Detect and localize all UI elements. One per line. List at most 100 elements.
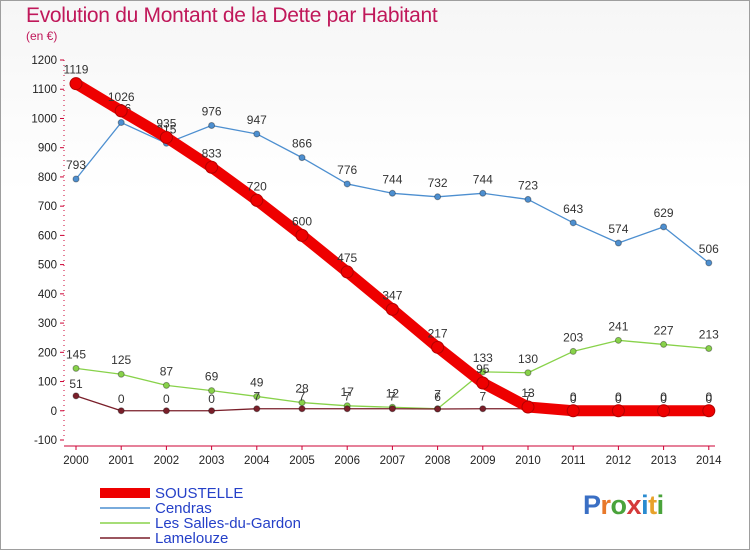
data-point <box>253 405 261 413</box>
y-tick-label: -100 <box>34 435 57 447</box>
chart-title: Evolution du Montant de la Dette par Hab… <box>26 4 438 27</box>
data-point <box>479 368 487 376</box>
data-label: 0 <box>208 392 215 406</box>
legend-label: Lamelouze <box>155 530 228 547</box>
data-label: 7 <box>253 390 260 404</box>
data-point <box>295 228 309 242</box>
x-tick-label: 2011 <box>561 455 586 467</box>
data-label: 69 <box>205 370 219 384</box>
data-point <box>117 370 125 378</box>
data-point <box>385 302 399 316</box>
data-point <box>660 340 668 348</box>
data-label: 133 <box>473 351 493 365</box>
data-label: 7 <box>525 390 532 404</box>
data-point <box>250 193 264 207</box>
legend-label: SOUSTELLE <box>155 485 243 502</box>
data-point <box>298 405 306 413</box>
y-tick-label: 800 <box>38 172 57 184</box>
data-label: 475 <box>337 251 357 265</box>
data-point <box>298 154 306 162</box>
data-point <box>117 119 125 127</box>
data-point <box>660 223 668 231</box>
data-label: 0 <box>615 390 622 404</box>
data-label: 125 <box>111 353 131 367</box>
x-tick-label: 2001 <box>108 455 134 467</box>
legend-label: Les Salles-du-Gardon <box>155 515 301 532</box>
data-label: 7 <box>389 390 396 404</box>
data-point <box>524 369 532 377</box>
data-point <box>205 160 219 174</box>
data-label: 347 <box>382 288 402 302</box>
x-tick-label: 2014 <box>696 455 722 467</box>
data-point <box>479 405 487 413</box>
data-point <box>479 189 487 197</box>
data-label: 866 <box>292 137 312 151</box>
data-point <box>253 392 261 400</box>
data-point <box>569 347 577 355</box>
chart-unit-label: (en €) <box>26 29 58 43</box>
x-tick-label: 2012 <box>606 455 632 467</box>
data-label: 720 <box>247 179 267 193</box>
data-point <box>614 239 622 247</box>
data-point <box>521 400 535 414</box>
data-point <box>162 381 170 389</box>
data-point <box>208 407 216 415</box>
data-label: 51 <box>69 377 83 391</box>
data-point <box>705 345 713 353</box>
data-point <box>253 130 261 138</box>
data-point <box>162 407 170 415</box>
data-label: 6 <box>434 390 441 404</box>
y-tick-label: 900 <box>38 143 57 155</box>
data-point <box>72 364 80 372</box>
logo-letter: o <box>610 490 628 520</box>
data-label: 87 <box>160 364 174 378</box>
data-label: 241 <box>608 319 628 333</box>
data-label: 213 <box>699 328 719 342</box>
x-tick-label: 2009 <box>470 455 496 467</box>
data-label: 833 <box>202 146 222 160</box>
data-point <box>208 121 216 129</box>
data-point <box>434 405 442 413</box>
data-point <box>159 130 173 144</box>
logo-letter: x <box>626 490 642 520</box>
data-point <box>702 404 716 418</box>
y-tick-label: 1200 <box>31 55 57 67</box>
data-point <box>431 340 445 354</box>
logo-letter: r <box>600 490 612 520</box>
data-label: 976 <box>202 104 222 118</box>
data-point <box>69 77 83 91</box>
data-label: 1026 <box>108 90 135 104</box>
data-point <box>340 265 354 279</box>
data-label: 0 <box>660 390 667 404</box>
data-label: 732 <box>428 176 448 190</box>
data-label: 776 <box>337 163 357 177</box>
data-point <box>343 180 351 188</box>
data-label: 95 <box>476 362 490 376</box>
data-label: 49 <box>250 375 264 389</box>
data-label: 574 <box>608 222 628 236</box>
data-point <box>343 405 351 413</box>
data-label: 0 <box>163 392 170 406</box>
data-point <box>388 189 396 197</box>
data-label: 203 <box>563 330 583 344</box>
y-tick-label: 0 <box>51 406 57 418</box>
data-label: 0 <box>660 392 667 406</box>
data-label: 1119 <box>64 63 89 77</box>
data-label: 744 <box>473 172 493 186</box>
x-tick-label: 2000 <box>63 455 89 467</box>
data-label: 0 <box>570 390 577 404</box>
data-label: 7 <box>344 390 351 404</box>
x-tick-label: 2008 <box>425 455 451 467</box>
data-label: 935 <box>156 116 176 130</box>
y-tick-label: 1000 <box>31 113 57 125</box>
x-tick-label: 2005 <box>289 455 315 467</box>
data-label: 0 <box>705 390 712 404</box>
data-label: 7 <box>299 390 306 404</box>
data-label: 227 <box>654 323 674 337</box>
logo-letter: P <box>583 490 601 520</box>
data-point <box>388 405 396 413</box>
data-label: 643 <box>563 202 583 216</box>
y-tick-label: 600 <box>38 230 57 242</box>
